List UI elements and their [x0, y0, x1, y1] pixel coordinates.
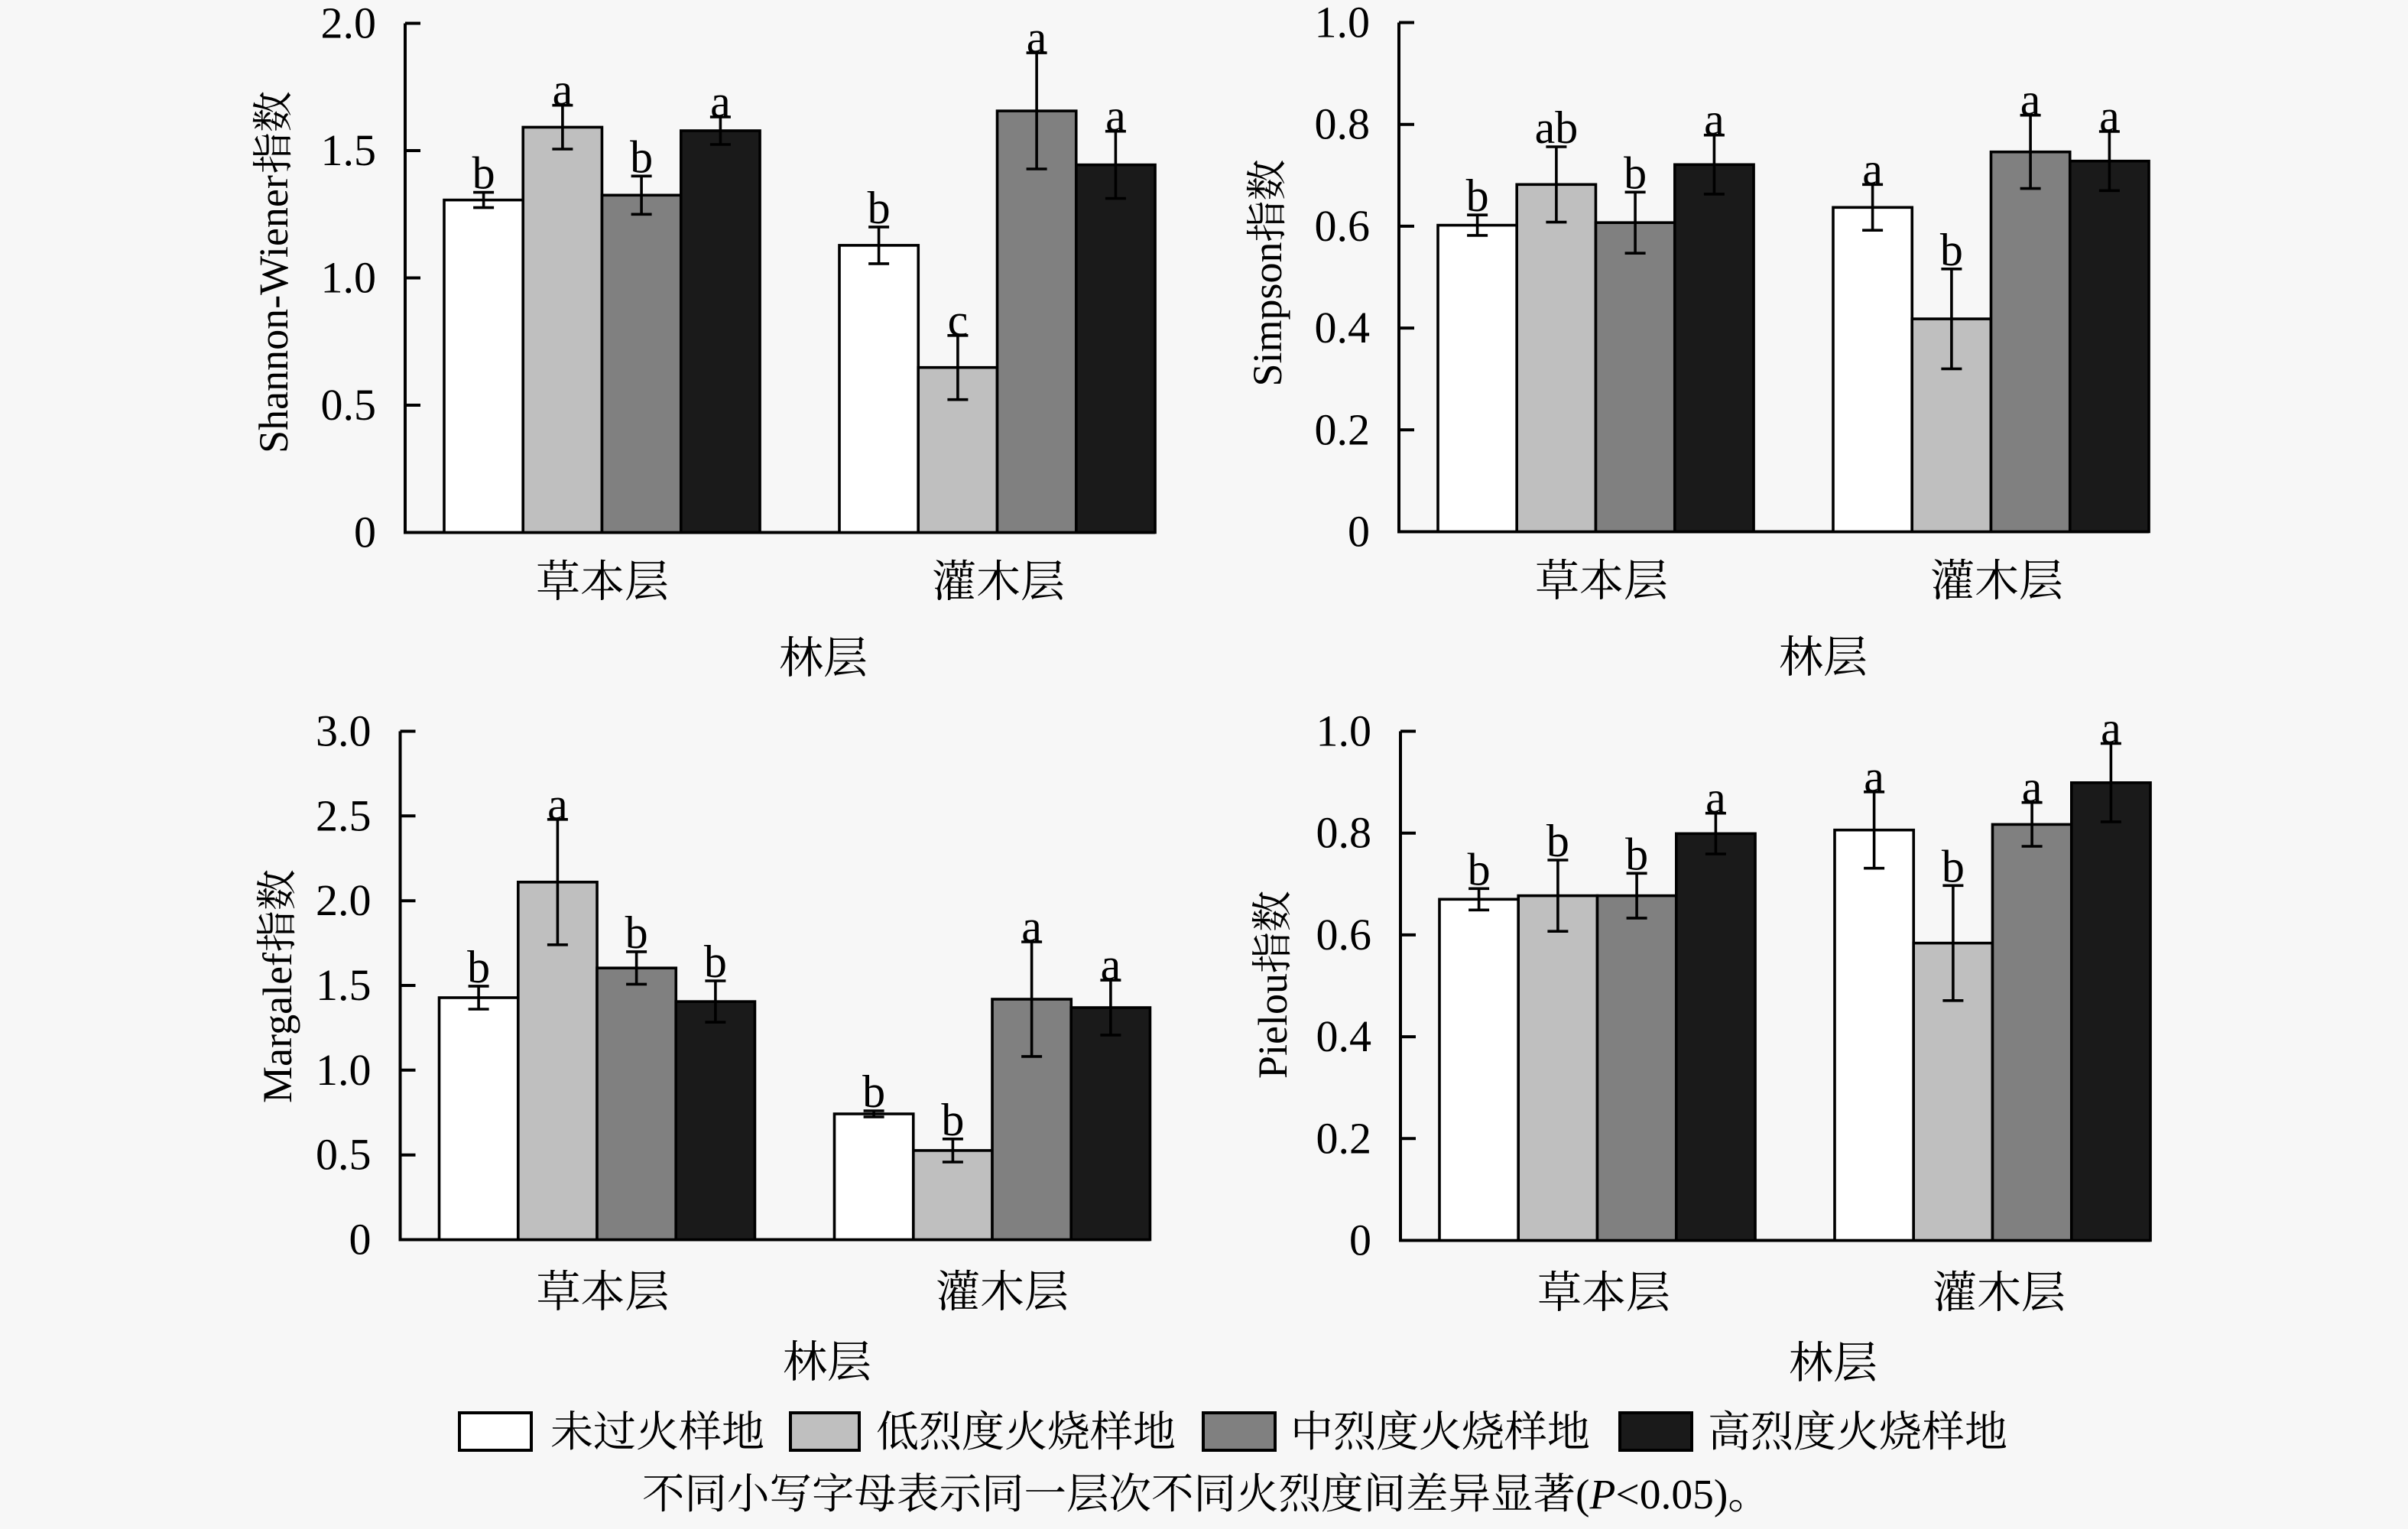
svg-text:ab: ab [1535, 102, 1579, 153]
svg-text:1.5: 1.5 [321, 125, 377, 175]
svg-text:b: b [1940, 225, 1963, 275]
svg-text:a: a [1027, 12, 1047, 63]
svg-text:0: 0 [349, 1215, 372, 1264]
svg-text:b: b [625, 907, 648, 958]
svg-text:a: a [1862, 144, 1883, 194]
svg-text:a: a [710, 76, 731, 127]
svg-text:0.6: 0.6 [1315, 201, 1371, 251]
svg-text:3.0: 3.0 [316, 706, 372, 756]
svg-text:b: b [1468, 844, 1491, 894]
svg-text:a: a [2020, 75, 2041, 125]
svg-text:P: P [1589, 1472, 1616, 1518]
svg-text:a: a [2101, 703, 2121, 754]
svg-text:Simpson: Simpson [1245, 242, 1290, 386]
svg-text:0: 0 [1349, 1216, 1371, 1265]
svg-text:a: a [1105, 91, 1126, 141]
svg-text:2.5: 2.5 [316, 790, 372, 840]
svg-text:1.0: 1.0 [321, 253, 377, 303]
svg-text:a: a [1101, 940, 1121, 990]
svg-text:b: b [862, 1066, 885, 1117]
svg-text:Shannon-Wiener: Shannon-Wiener [251, 175, 297, 453]
svg-text:a: a [1704, 95, 1725, 145]
svg-text:(: ( [1576, 1472, 1589, 1518]
svg-text:a: a [553, 65, 573, 115]
svg-text:b: b [1546, 816, 1569, 866]
svg-text:a: a [2022, 762, 2043, 813]
svg-text:2.0: 2.0 [321, 0, 377, 48]
svg-text:b: b [941, 1095, 964, 1145]
svg-text:b: b [868, 183, 891, 233]
svg-text:0: 0 [354, 508, 376, 557]
svg-text:0.5: 0.5 [316, 1130, 372, 1180]
svg-text:0.8: 0.8 [1315, 99, 1371, 149]
svg-text:a: a [1705, 773, 1726, 823]
svg-text:a: a [1021, 901, 1042, 952]
svg-text:0.8: 0.8 [1316, 808, 1372, 858]
svg-text:0: 0 [1348, 507, 1370, 557]
svg-text:b: b [1625, 829, 1648, 879]
svg-text:1.0: 1.0 [1315, 0, 1371, 47]
svg-text:b: b [1466, 170, 1489, 221]
svg-text:0.2: 0.2 [1315, 404, 1371, 454]
svg-text:c: c [948, 295, 969, 346]
svg-text:a: a [2099, 91, 2120, 141]
svg-text:2.0: 2.0 [316, 875, 372, 925]
svg-text:<0.05): <0.05) [1615, 1472, 1728, 1518]
svg-text:0.6: 0.6 [1316, 910, 1372, 959]
svg-text:1.5: 1.5 [316, 960, 372, 1010]
svg-text:1.0: 1.0 [316, 1045, 372, 1095]
svg-text:0.5: 0.5 [321, 380, 377, 430]
svg-text:Margalef: Margalef [255, 953, 300, 1103]
svg-text:b: b [472, 148, 495, 199]
svg-text:Pielou: Pielou [1250, 973, 1296, 1079]
svg-text:b: b [704, 937, 727, 987]
svg-text:b: b [467, 942, 490, 992]
svg-text:b: b [1942, 841, 1965, 891]
svg-text:a: a [547, 779, 568, 829]
svg-text:0.4: 0.4 [1316, 1011, 1372, 1061]
svg-text:1.0: 1.0 [1316, 706, 1372, 756]
svg-text:0.2: 0.2 [1316, 1113, 1372, 1163]
svg-text:a: a [1864, 752, 1884, 802]
svg-text:b: b [630, 131, 653, 182]
svg-text:b: b [1624, 148, 1647, 198]
svg-text:0.4: 0.4 [1315, 303, 1371, 352]
